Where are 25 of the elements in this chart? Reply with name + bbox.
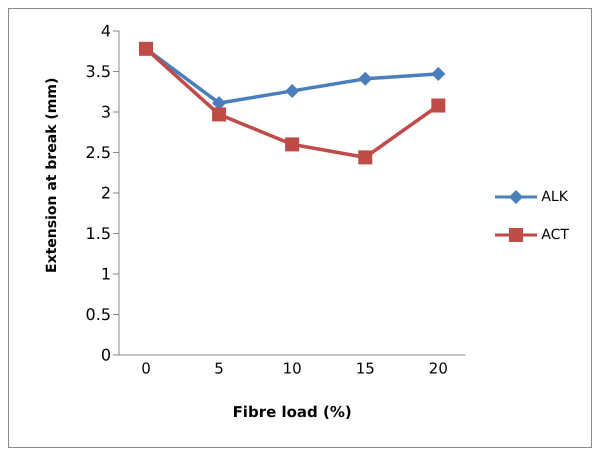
y-tick-label: 3 xyxy=(100,102,111,122)
y-tick-label: 0 xyxy=(100,346,111,365)
point xyxy=(285,137,300,152)
point xyxy=(212,107,226,122)
x-tick-label: 10 xyxy=(282,360,302,378)
point xyxy=(358,72,372,86)
point xyxy=(431,98,446,113)
point xyxy=(285,84,300,98)
y-tick-label: 3.5 xyxy=(86,62,111,82)
legend-label: ACT xyxy=(541,227,569,243)
x-tick-label: 5 xyxy=(214,360,224,378)
y-tick-label: 1 xyxy=(100,264,111,284)
y-axis-title: Extension at break (mm) xyxy=(44,78,60,273)
x-tick-label: 15 xyxy=(356,360,375,378)
point xyxy=(431,66,446,81)
legend-label: ALK xyxy=(541,189,568,205)
y-tick-label: 2.5 xyxy=(86,143,111,162)
y-tick-label: 4 xyxy=(100,22,111,41)
y-tick-label: 0.5 xyxy=(86,305,111,324)
y-tick-label: 1.5 xyxy=(86,224,111,244)
y-tick-label: 2 xyxy=(100,184,111,203)
x-axis-title: Fibre load (%) xyxy=(232,403,352,421)
point xyxy=(358,150,372,164)
x-tick-label: 0 xyxy=(141,360,151,378)
x-tick-label: 20 xyxy=(428,360,448,378)
